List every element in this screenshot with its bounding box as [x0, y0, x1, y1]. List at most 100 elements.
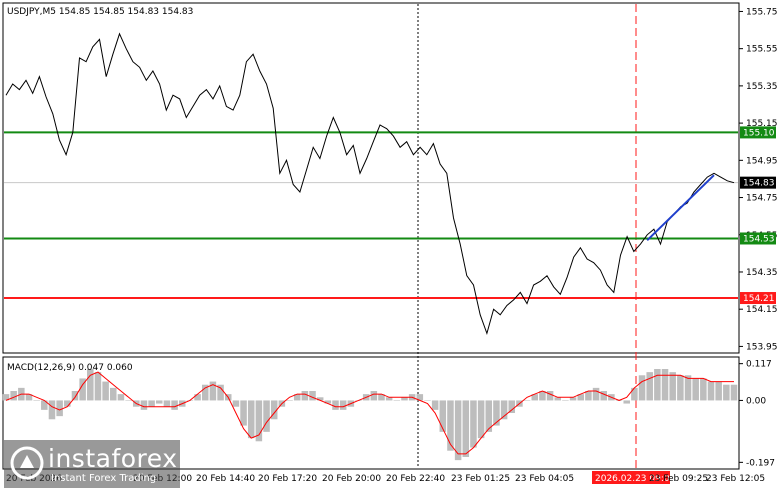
macd-histogram-bar	[707, 381, 715, 401]
macd-histogram-bar	[700, 378, 707, 401]
macd-histogram-bar	[600, 391, 607, 401]
macd-histogram-bar	[669, 372, 676, 401]
time-marker-badge-label: 2026.02.23 09:05	[595, 474, 675, 484]
time-tick-label-6: 23 Feb 01:25	[451, 474, 510, 484]
macd-histogram-bar	[470, 400, 477, 448]
macd-histogram-bar	[531, 394, 539, 401]
macd-histogram-bar	[623, 400, 630, 404]
macd-histogram-bar	[585, 391, 592, 401]
macd-histogram-bar	[723, 384, 730, 401]
macd-histogram-bar	[447, 400, 454, 451]
level-badge-label-2: 154.21	[743, 294, 775, 304]
time-tick-label-3: 20 Feb 17:20	[258, 474, 317, 484]
macd-histogram-bar	[730, 384, 738, 401]
macd-histogram-bar	[508, 400, 516, 413]
price-tick-label-1: 155.55	[746, 45, 778, 55]
macd-histogram-bar	[385, 397, 393, 401]
macd-histogram-bar	[569, 397, 577, 401]
current-price-badge-label: 154.83	[743, 179, 775, 189]
macd-histogram-bar	[646, 372, 653, 401]
macd-histogram-bar	[171, 400, 178, 410]
current-price-badge	[740, 176, 776, 189]
macd-histogram-bar	[309, 391, 316, 401]
macd-histogram-bar	[201, 384, 209, 401]
macd-histogram-bar	[263, 400, 270, 432]
macd-histogram-bar	[562, 400, 569, 401]
macd-histogram-bar	[301, 391, 309, 401]
macd-histogram-bar	[715, 381, 722, 401]
price-tick-label-0: 155.75	[746, 7, 778, 17]
macd-histogram-bar	[661, 369, 669, 401]
macd-histogram-bar	[48, 400, 56, 420]
main-pane-frame	[2, 2, 740, 354]
macd-histogram-bar	[148, 400, 155, 407]
level-badge-label-0: 155.10	[743, 128, 775, 138]
macd-histogram-bar	[401, 397, 408, 401]
macd-histogram-bar	[102, 381, 109, 401]
macd-tick-label-0: 0.117	[746, 360, 772, 370]
macd-histogram-bar	[485, 400, 493, 432]
macd-tick-label-1: 0.00	[746, 396, 766, 406]
macd-histogram-bar	[439, 400, 447, 432]
macd-histogram-bar	[41, 400, 48, 410]
macd-histogram-bar	[194, 394, 201, 401]
macd-histogram-bar	[79, 378, 86, 401]
time-tick-label-2: 20 Feb 14:40	[196, 474, 255, 484]
macd-histogram-bar	[2, 394, 10, 401]
macd-histogram-bar	[117, 394, 125, 401]
macd-histogram-bar	[654, 369, 661, 401]
macd-histogram-bar	[10, 391, 17, 401]
macd-histogram-bar	[332, 400, 339, 410]
macd-histogram-bar	[493, 400, 500, 426]
macd-histogram-bar	[631, 387, 638, 401]
macd-histogram-bar	[56, 400, 63, 417]
macd-histogram-bar	[684, 375, 692, 401]
macd-signal-line	[5, 371, 734, 455]
macd-histogram-bar	[416, 394, 424, 401]
macd-histogram-bar	[140, 400, 148, 410]
macd-histogram-bar	[71, 391, 79, 401]
time-tick-label-7: 23 Feb 04:05	[515, 474, 574, 484]
level-badge-label-1: 154.53	[743, 234, 775, 244]
macd-histogram-bar	[324, 400, 332, 404]
price-tick-label-5: 154.75	[746, 194, 778, 204]
macd-histogram-bar	[232, 400, 240, 407]
instaforex-logo-icon	[10, 446, 44, 480]
macd-histogram-bar	[217, 384, 224, 401]
time-marker-badge	[592, 471, 670, 484]
price-tick-label-3: 155.15	[746, 119, 778, 129]
macd-histogram-bar	[339, 400, 347, 410]
trendline	[646, 174, 715, 242]
macd-histogram-bar	[539, 391, 546, 401]
price-tick-label-8: 154.15	[746, 305, 778, 315]
macd-histogram-bar	[370, 391, 378, 401]
macd-histogram-bar	[378, 394, 385, 401]
macd-histogram-bar	[424, 400, 431, 401]
time-tick-label-4: 20 Feb 20:00	[322, 474, 381, 484]
time-tick-label-10: 23 Feb 12:05	[706, 474, 765, 484]
macd-histogram-bar	[677, 375, 684, 401]
price-tick-label-7: 154.35	[746, 268, 778, 278]
macd-histogram-bar	[110, 387, 117, 401]
macd-histogram-bar	[477, 400, 485, 439]
instaforex-logo: instaforex Instant Forex Trading	[4, 440, 180, 488]
macd-histogram-bar	[454, 400, 462, 461]
macd-histogram-bar	[240, 400, 247, 426]
macd-histogram-bar	[523, 400, 531, 401]
macd-histogram-bar	[125, 400, 132, 401]
macd-histogram-bar	[692, 378, 699, 401]
price-tick-label-2: 155.35	[746, 82, 778, 92]
macd-histogram-bar	[316, 397, 324, 401]
macd-histogram-bar	[592, 387, 600, 401]
macd-histogram-bar	[393, 400, 401, 401]
macd-histogram-bar	[33, 400, 40, 401]
price-line	[5, 32, 735, 336]
level-badge-2	[740, 292, 776, 305]
macd-histogram-bar	[293, 394, 301, 401]
macd-histogram-bar	[247, 400, 255, 439]
macd-histogram-bar	[546, 391, 554, 401]
level-badge-1	[740, 232, 776, 245]
macd-histogram-bar	[87, 369, 94, 401]
price-tick-label-9: 153.95	[746, 342, 778, 352]
